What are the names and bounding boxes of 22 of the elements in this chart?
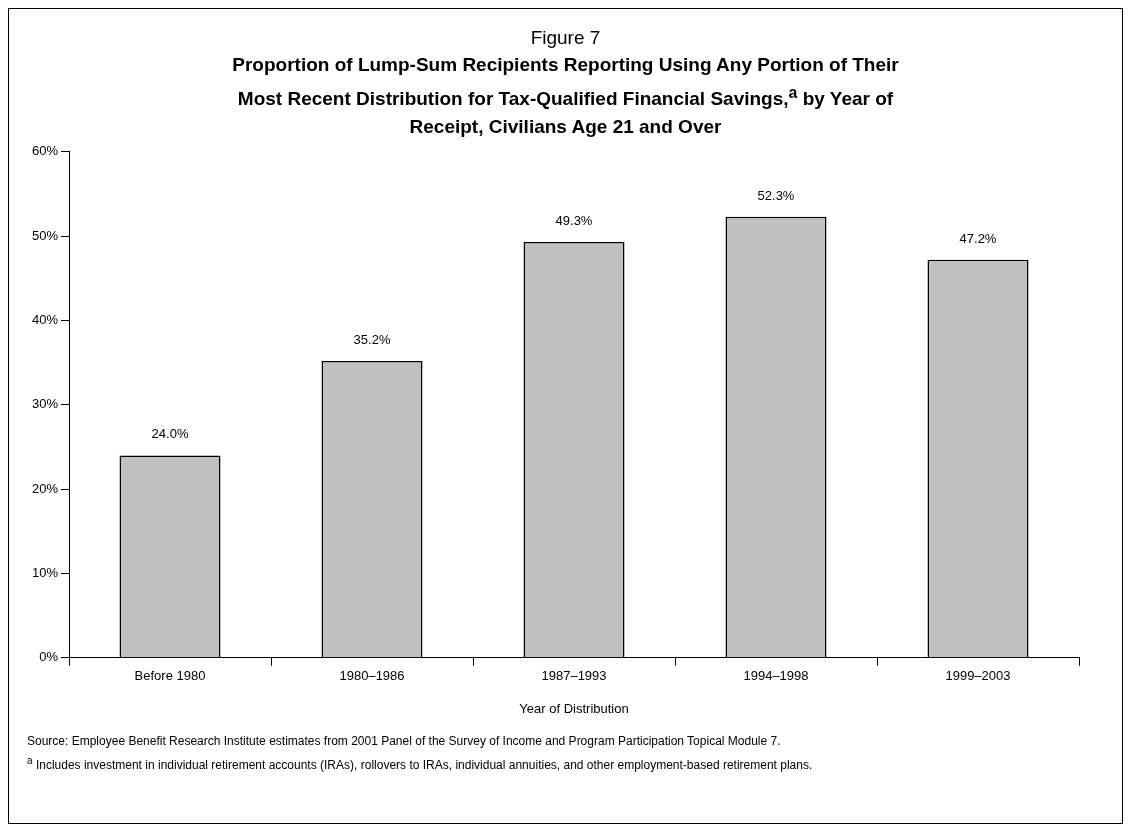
data-label: 47.2% [959,231,997,247]
source-note: Source: Employee Benefit Research Institute estimates from 2001 Panel of the Survey of Income and Program Participation Topical Module 7. [27,733,782,751]
y-tick-label: 20% [31,481,59,497]
data-label: 24.0% [151,426,189,442]
y-tick-label: 50% [31,228,59,244]
data-label: 52.3% [757,188,795,204]
x-tick-label: 1999–2003 [945,668,1011,684]
chart-title: Figure 7 [529,27,602,49]
text: Proportion of Lump-Sum Recipients Reporting Using Any Portion of Their Most Recent Distribution for Tax-Qualified Financial Savings,$^{a}$ by Year of Receipt, Civilians Age 21 and Over [232,54,899,138]
y-tick-label: 10% [31,565,59,581]
data-label: 35.2% [353,332,391,348]
y-tick-label: 60% [31,143,59,159]
x-axis-title: Year of Distribution [519,701,629,717]
x-tick-label: Before 1980 [134,668,206,684]
data-label: 49.3% [555,213,593,229]
x-tick-label: 1994–1998 [743,668,809,684]
y-tick-label: 0% [39,649,59,665]
y-tick-label: 30% [31,396,59,412]
text: $^{a}$ Includes investment in individual retirement accounts (IRAs), rollovers to IRAs, individual annuities, and other employment-based retirement plans. [27,754,814,775]
x-tick-label: 1987–1993 [541,668,607,684]
y-tick-label: 40% [31,312,59,328]
x-tick-label: 1980–1986 [339,668,405,684]
